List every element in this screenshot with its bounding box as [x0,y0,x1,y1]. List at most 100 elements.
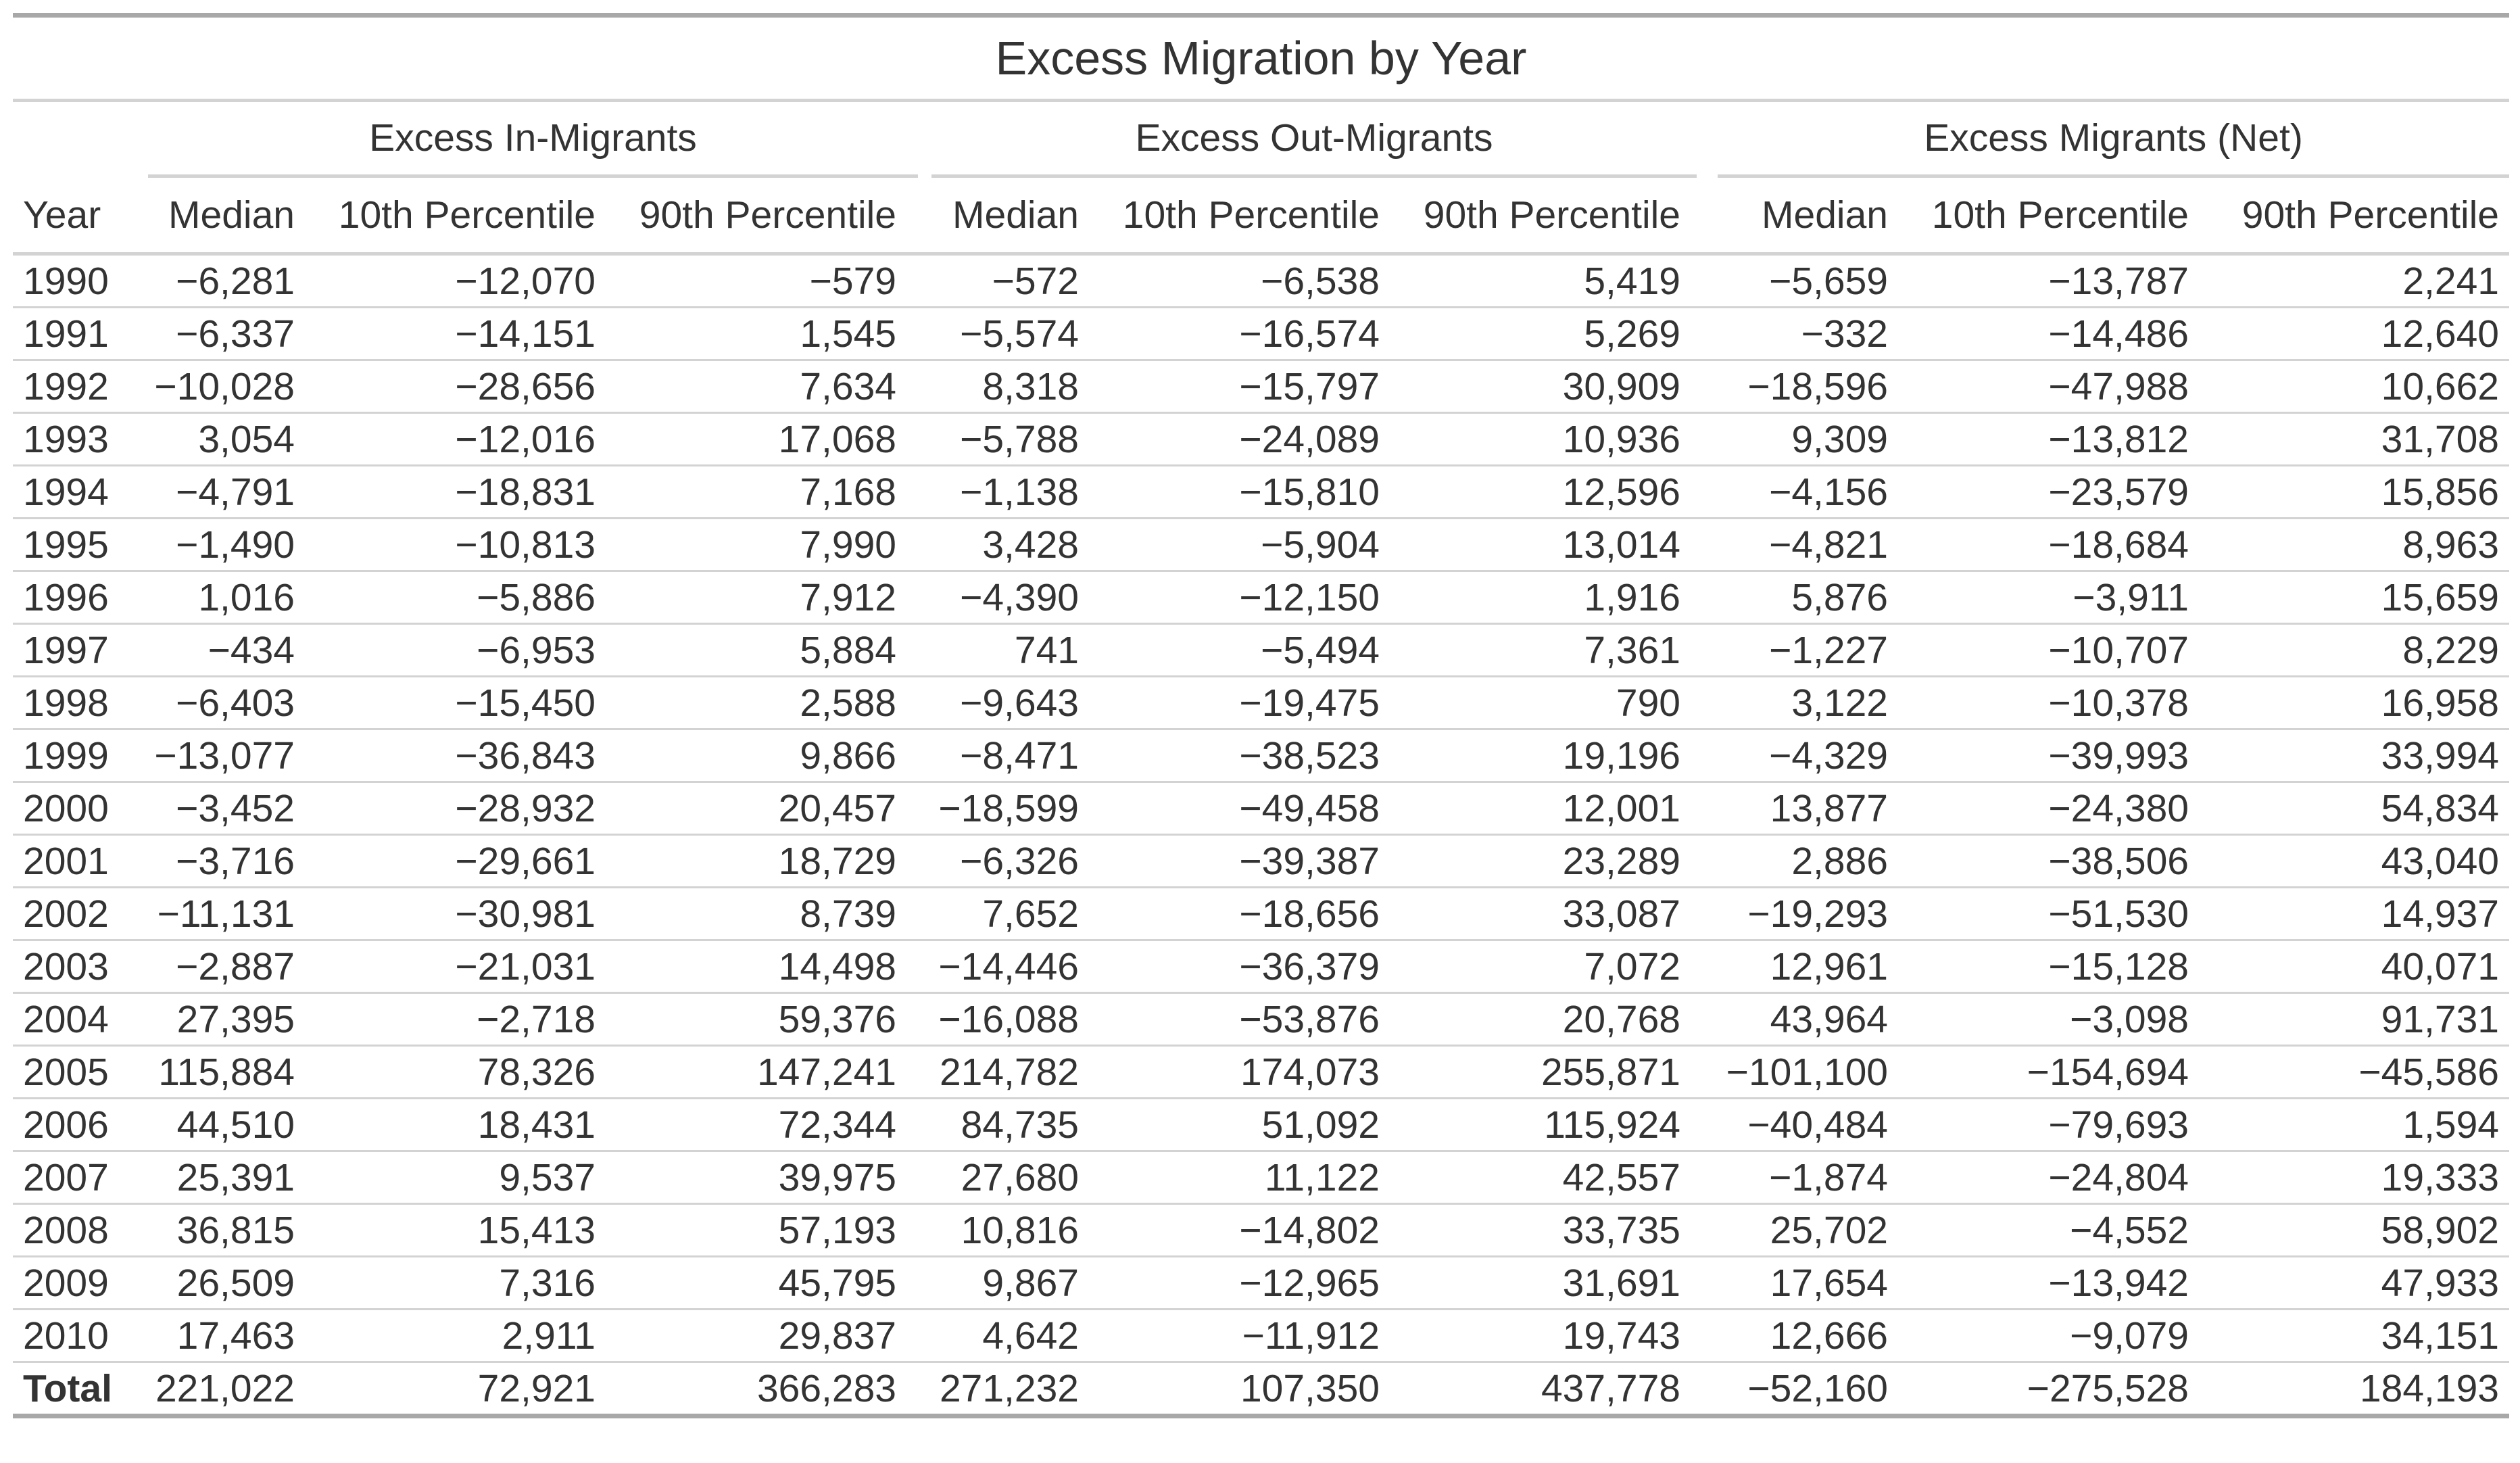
value-cell: −38,506 [1898,834,2199,888]
value-cell: 39,975 [606,1151,906,1205]
value-cell: 214,782 [906,1045,1089,1099]
value-cell: 19,743 [1390,1309,1691,1363]
table-row: 2008 36,815 15,413 57,193 10,816 −14,802 33,73… [13,1203,2509,1257]
value-cell: −5,886 [305,571,606,625]
year-cell: 2010 [13,1309,141,1363]
table-row: 2001 −3,716 −29,661 18,729 −6,326 −39,387 23,2… [13,834,2509,888]
year-cell: 2002 [13,887,141,941]
value-cell: −6,403 [141,676,305,730]
value-cell: 8,318 [906,360,1089,414]
value-cell: −4,329 [1691,729,1898,783]
data-table: Year Median 10th Percentile 90th Percent… [13,178,2509,1418]
table-row: 1997 −434 −6,953 5,884 741 −5,494 7,361 −1,227−… [13,623,2509,677]
value-cell: 78,326 [305,1045,606,1099]
value-cell: −10,378 [1898,676,2199,730]
value-cell: 72,344 [606,1098,906,1152]
column-header-in-p90: 90th Percentile [606,178,906,256]
value-cell: 1,545 [606,307,906,361]
value-cell: 7,316 [305,1256,606,1310]
value-cell: −10,028 [141,360,305,414]
value-cell: −15,128 [1898,940,2199,994]
value-cell: 33,735 [1390,1203,1691,1257]
value-cell: 9,867 [906,1256,1089,1310]
value-cell: 4,642 [906,1309,1089,1363]
table-row: 1991 −6,337 −14,151 1,545 −5,574 −16,574 5,269… [13,307,2509,361]
value-cell: 9,537 [305,1151,606,1205]
value-cell: 1,594 [2199,1098,2509,1152]
value-cell: −5,788 [906,412,1089,466]
value-cell: −16,574 [1089,307,1390,361]
value-cell: −36,379 [1089,940,1390,994]
value-cell: −4,791 [141,465,305,519]
year-cell: 1992 [13,360,141,414]
value-cell: −24,804 [1898,1151,2199,1205]
value-cell: 7,168 [606,465,906,519]
value-cell: −18,599 [906,782,1089,836]
table-row: 1996 1,016 −5,886 7,912 −4,390 −12,150 1,916 5,… [13,571,2509,625]
value-cell: −24,089 [1089,412,1390,466]
total-cell: 107,350 [1089,1362,1390,1418]
table-row: 1995 −1,490 −10,813 7,990 3,428 −5,904 13,014−… [13,518,2509,572]
total-cell: 366,283 [606,1362,906,1418]
table-row: 2010 17,463 2,911 29,837 4,642 −11,912 19,743 1… [13,1309,2509,1363]
value-cell: −14,446 [906,940,1089,994]
value-cell: 7,990 [606,518,906,572]
value-cell: −15,797 [1089,360,1390,414]
value-cell: 3,122 [1691,676,1898,730]
value-cell: −51,530 [1898,887,2199,941]
total-cell: 184,193 [2199,1362,2509,1418]
value-cell: −18,831 [305,465,606,519]
value-cell: −18,656 [1089,887,1390,941]
column-header-out-p10: 10th Percentile [1089,178,1390,256]
value-cell: 84,735 [906,1098,1089,1152]
value-cell: 17,463 [141,1309,305,1363]
table-row: 1993 3,054 −12,016 17,068 −5,788 −24,089 10,93… [13,412,2509,466]
column-header-in-median: Median [141,178,305,256]
value-cell: −13,077 [141,729,305,783]
value-cell: −3,452 [141,782,305,836]
year-cell: 1995 [13,518,141,572]
value-cell: 9,866 [606,729,906,783]
value-cell: 15,856 [2199,465,2509,519]
table-row: 2005 115,884 78,326 147,241 214,782 174,073 25… [13,1045,2509,1099]
total-row: Total 221,022 72,921 366,283 271,232 107… [13,1362,2509,1418]
value-cell: −6,326 [906,834,1089,888]
table-row: 2006 44,510 18,431 72,344 84,735 51,092 115,92… [13,1098,2509,1152]
value-cell: −24,380 [1898,782,2199,836]
value-cell: −6,538 [1089,254,1390,308]
value-cell: 30,909 [1390,360,1691,414]
value-cell: 8,229 [2199,623,2509,677]
value-cell: 8,739 [606,887,906,941]
value-cell: 27,395 [141,992,305,1047]
value-cell: −11,912 [1089,1309,1390,1363]
value-cell: 25,391 [141,1151,305,1205]
table-row: 1990 −6,281 −12,070 −579 −572 −6,538 5,419 −5,6… [13,254,2509,308]
value-cell: 31,691 [1390,1256,1691,1310]
value-cell: 7,634 [606,360,906,414]
value-cell: 13,014 [1390,518,1691,572]
value-cell: 58,902 [2199,1203,2509,1257]
value-cell: −12,016 [305,412,606,466]
column-header-out-median: Median [906,178,1089,256]
value-cell: 741 [906,623,1089,677]
value-cell: −1,138 [906,465,1089,519]
column-header-in-p10: 10th Percentile [305,178,606,256]
value-cell: −30,981 [305,887,606,941]
value-cell: 11,122 [1089,1151,1390,1205]
year-cell: 1994 [13,465,141,519]
value-cell: −12,070 [305,254,606,308]
value-cell: 19,196 [1390,729,1691,783]
value-cell: 174,073 [1089,1045,1390,1099]
value-cell: −6,953 [305,623,606,677]
value-cell: −21,031 [305,940,606,994]
value-cell: 14,498 [606,940,906,994]
value-cell: −5,494 [1089,623,1390,677]
value-cell: 12,596 [1390,465,1691,519]
year-cell: 1990 [13,254,141,308]
column-header-net-median: Median [1691,178,1898,256]
year-cell: 2009 [13,1256,141,1310]
spanner-out-migrants: Excess Out-Migrants [931,102,1697,178]
value-cell: 15,413 [305,1203,606,1257]
table-row: 2004 27,395 −2,718 59,376 −16,088 −53,876 20,7… [13,992,2509,1047]
value-cell: −3,911 [1898,571,2199,625]
